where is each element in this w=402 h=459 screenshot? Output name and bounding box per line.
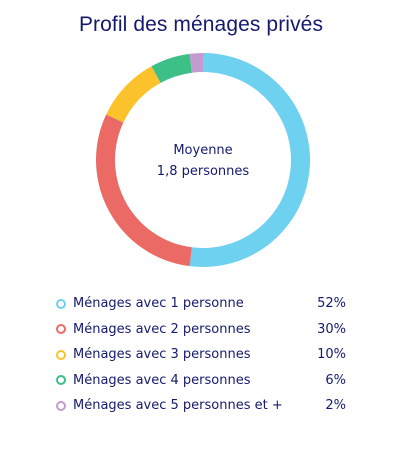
legend-value: 30% bbox=[317, 321, 346, 337]
legend-value: 6% bbox=[325, 372, 346, 388]
legend-marker-icon bbox=[56, 349, 66, 360]
donut-chart: Moyenne 1,8 personnes bbox=[96, 53, 310, 267]
legend-item[interactable]: Ménages avec 4 personnes 6% bbox=[54, 368, 346, 394]
center-label-value: 1,8 personnes bbox=[157, 164, 250, 179]
donut-slice[interactable] bbox=[96, 114, 192, 267]
legend-marker-icon bbox=[56, 298, 66, 309]
legend-marker-icon bbox=[56, 375, 66, 386]
legend-value: 2% bbox=[325, 398, 346, 414]
chart-title: Profil des ménages privés bbox=[78, 13, 324, 36]
legend-label: Ménages avec 2 personnes bbox=[73, 321, 251, 337]
donut-slice[interactable] bbox=[189, 53, 203, 73]
legend-label: Ménages avec 1 personne bbox=[73, 296, 244, 312]
center-label-title: Moyenne bbox=[173, 143, 232, 158]
legend-label: Ménages avec 5 personnes et + bbox=[73, 398, 283, 414]
legend-item[interactable]: Ménages avec 1 personne 52% bbox=[54, 291, 346, 317]
legend-marker-icon bbox=[56, 400, 66, 411]
donut-slice[interactable] bbox=[106, 66, 161, 123]
legend-label: Ménages avec 4 personnes bbox=[73, 372, 251, 388]
legend-item[interactable]: Ménages avec 5 personnes et + 2% bbox=[54, 393, 346, 419]
donut-slices bbox=[96, 53, 310, 267]
legend-value: 10% bbox=[317, 347, 346, 363]
legend-label: Ménages avec 3 personnes bbox=[73, 347, 251, 363]
legend-item[interactable]: Ménages avec 2 personnes 30% bbox=[54, 317, 346, 343]
legend-item[interactable]: Ménages avec 3 personnes 10% bbox=[54, 342, 346, 368]
donut-slice[interactable] bbox=[151, 53, 192, 83]
chart-legend: Ménages avec 1 personne 52% Ménages avec… bbox=[54, 291, 346, 419]
donut-slice[interactable] bbox=[189, 53, 310, 267]
legend-value: 52% bbox=[317, 296, 346, 312]
legend-marker-icon bbox=[56, 324, 66, 335]
